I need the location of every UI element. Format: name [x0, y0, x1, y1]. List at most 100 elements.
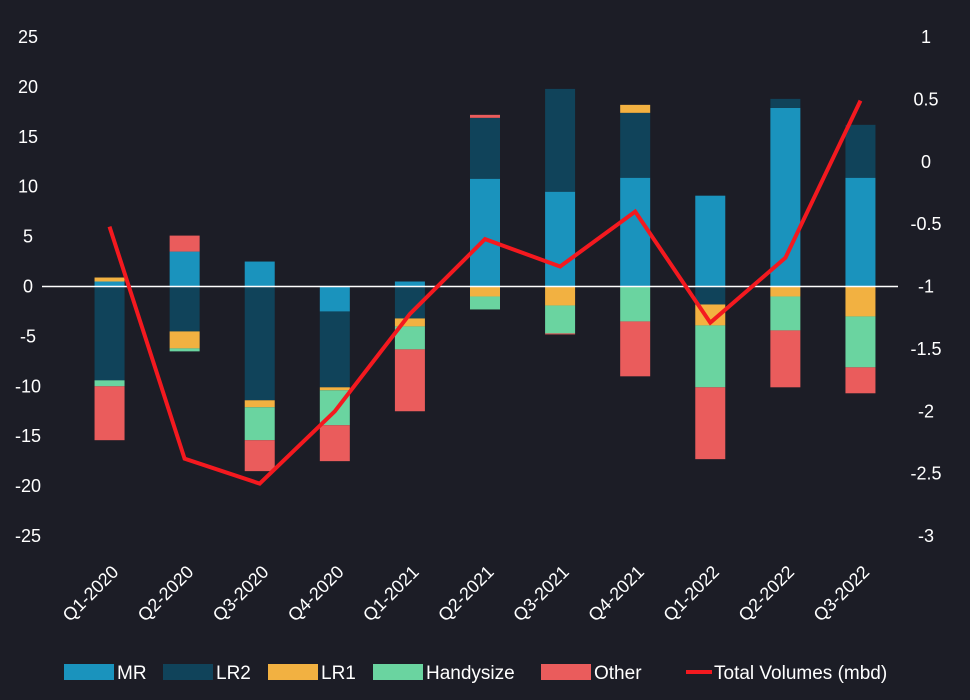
left-tick-label: 25 — [18, 27, 38, 47]
x-tick-label: Q4-2021 — [584, 562, 648, 626]
bar-mr-q1-2022 — [695, 195, 726, 287]
left-tick-label: 15 — [18, 127, 38, 147]
x-tick-label: Q3-2022 — [810, 562, 874, 626]
bar-handysize-q1-2021 — [394, 326, 425, 350]
legend-swatch-handysize — [373, 664, 423, 680]
legend-item-handysize: Handysize — [373, 663, 515, 684]
bar-lr1-q2-2022 — [770, 286, 801, 297]
left-tick-label: -5 — [20, 326, 36, 346]
left-tick-label: 0 — [23, 277, 33, 297]
total-volumes-line — [107, 99, 863, 486]
bar-lr2-q4-2020 — [319, 311, 350, 388]
bar-mr-q1-2020 — [94, 281, 125, 287]
bar-lr1-q3-2022 — [845, 286, 876, 317]
bar-handysize-q2-2021 — [470, 296, 500, 310]
x-tick-label: Q3-2021 — [509, 562, 573, 626]
left-tick-label: -10 — [15, 376, 41, 396]
bar-lr1-q1-2020 — [94, 277, 125, 282]
bar-other-q2-2021 — [470, 114, 500, 118]
total-volumes-line-layer — [107, 99, 863, 486]
bar-other-q3-2021 — [545, 333, 576, 335]
left-tick-label: 10 — [18, 177, 38, 197]
right-y-axis: 1 0.5 0 -0.5 -1 -1.5 -2 -2.5 -3 — [910, 27, 941, 546]
right-tick-label: -3 — [918, 526, 934, 546]
legend-swatch-other — [541, 664, 591, 680]
x-tick-label: Q1-2021 — [359, 562, 423, 626]
bar-mr-q2-2020 — [169, 251, 200, 287]
bar-lr2-q4-2021 — [620, 112, 651, 178]
x-tick-label: Q3-2020 — [209, 562, 273, 626]
x-axis: Q1-2020 Q2-2020 Q3-2020 Q4-2020 Q1-2021 Q2-20… — [59, 562, 874, 626]
legend: MR LR2 LR1 Handysize Other Total Volumes (mbd… — [64, 663, 887, 684]
bar-handysize-q2-2020 — [169, 348, 200, 352]
bar-lr2-q3-2022 — [845, 124, 876, 178]
legend-item-lr2: LR2 — [163, 663, 251, 684]
bar-handysize-q3-2020 — [244, 407, 275, 441]
left-y-axis: 25 20 15 10 5 0 -5 -10 -15 -20 -25 — [15, 27, 41, 546]
bar-lr2-q3-2020 — [244, 286, 275, 401]
left-tick-label: -20 — [15, 476, 41, 496]
bar-lr2-q2-2022 — [770, 98, 801, 108]
bar-mr-q4-2020 — [319, 286, 350, 312]
legend-label-mr: MR — [117, 663, 147, 684]
right-tick-label: -1 — [918, 277, 934, 297]
legend-item-total-volumes-mbd: Total Volumes (mbd) — [686, 663, 887, 684]
bar-handysize-q1-2022 — [695, 325, 726, 388]
bar-mr-q3-2021 — [545, 191, 576, 287]
left-tick-label: 5 — [23, 227, 33, 247]
bar-other-q2-2022 — [770, 330, 801, 388]
legend-swatch-lr1 — [268, 664, 318, 680]
right-tick-label: -0.5 — [910, 214, 941, 234]
bar-handysize-q3-2021 — [545, 305, 576, 334]
left-tick-label: -25 — [15, 526, 41, 546]
left-tick-label: -15 — [15, 426, 41, 446]
legend-item-mr: MR — [64, 663, 147, 684]
legend-swatch-lr2 — [163, 664, 213, 680]
x-tick-label: Q1-2020 — [59, 562, 123, 626]
bar-other-q4-2020 — [319, 425, 350, 462]
legend-item-other: Other — [541, 663, 642, 684]
x-tick-label: Q2-2021 — [434, 562, 498, 626]
bar-mr-q3-2020 — [244, 261, 275, 287]
legend-label-lr1: LR1 — [321, 663, 356, 684]
bar-other-q1-2021 — [394, 349, 425, 412]
x-tick-label: Q1-2022 — [659, 562, 723, 626]
x-tick-label: Q4-2020 — [284, 562, 348, 626]
bar-lr2-q2-2020 — [169, 286, 200, 332]
bar-lr1-q3-2020 — [244, 400, 275, 408]
bar-other-q1-2020 — [94, 386, 125, 441]
legend-swatch-mr — [64, 664, 114, 680]
bar-handysize-q2-2022 — [770, 296, 801, 331]
right-tick-label: 0 — [921, 152, 931, 172]
bar-mr-q1-2021 — [394, 281, 425, 287]
bar-mr-q4-2021 — [620, 177, 651, 287]
x-tick-label: Q2-2020 — [134, 562, 198, 626]
legend-label-total-volumes: Total Volumes (mbd) — [714, 663, 887, 684]
bar-lr2-q1-2020 — [94, 286, 125, 381]
legend-item-lr1: LR1 — [268, 663, 356, 684]
bar-lr1-q1-2021 — [394, 318, 425, 327]
bar-lr1-q2-2020 — [169, 331, 200, 349]
bar-other-q3-2020 — [244, 440, 275, 472]
bars-layer — [94, 88, 876, 472]
right-tick-label: -2.5 — [910, 464, 941, 484]
right-tick-label: 1 — [921, 27, 931, 47]
bar-lr1-q3-2021 — [545, 286, 576, 306]
right-tick-label: -1.5 — [910, 339, 941, 359]
legend-label-handysize: Handysize — [426, 663, 515, 684]
bar-mr-q2-2021 — [470, 178, 500, 287]
bar-other-q2-2020 — [169, 235, 200, 252]
legend-label-lr2: LR2 — [216, 663, 251, 684]
bar-lr2-q2-2021 — [470, 117, 500, 179]
bar-handysize-q3-2022 — [845, 316, 876, 368]
x-tick-label: Q2-2022 — [735, 562, 799, 626]
bar-lr2-q3-2021 — [545, 88, 576, 192]
bar-lr1-q4-2020 — [319, 387, 350, 391]
bar-mr-q3-2022 — [845, 177, 876, 287]
bar-other-q4-2021 — [620, 321, 651, 377]
bar-lr1-q2-2021 — [470, 286, 500, 297]
bar-other-q3-2022 — [845, 367, 876, 394]
legend-label-other: Other — [594, 663, 642, 684]
right-tick-label: 0.5 — [913, 89, 938, 109]
